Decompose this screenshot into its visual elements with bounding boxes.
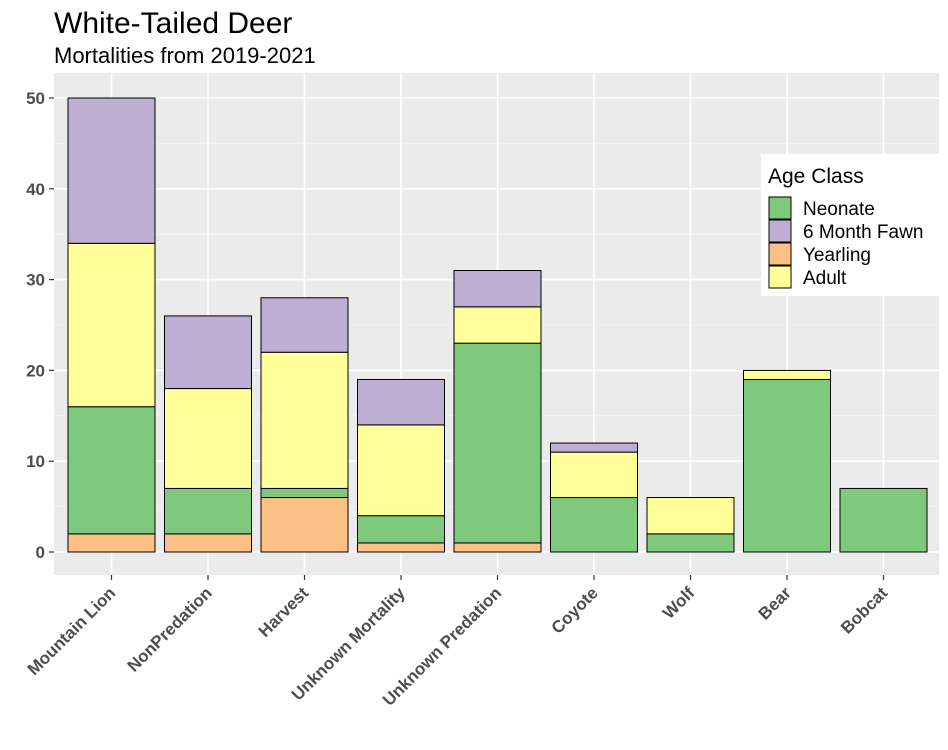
y-axis: 0 10 20 30 40 50 [26,89,54,562]
y-tick-label: 10 [26,452,45,471]
bar-segment [67,406,156,535]
bar-segment [646,533,735,553]
legend-key [768,196,792,220]
legend-label: 6 Month Fawn [803,222,923,243]
bars-layer [67,97,928,553]
bar-segment [453,270,542,308]
bar-segment [67,97,156,244]
legend-label: Adult [803,268,847,289]
legend-label: Yearling [803,245,871,266]
bar-segment [743,378,831,553]
y-tick-label: 30 [26,271,45,290]
bar-segment [67,242,156,408]
x-tick-label: NonPredation [124,583,216,675]
bar-segment [839,487,928,553]
bar-segment [357,542,445,553]
bar-segment [164,315,252,390]
bar-segment [550,442,638,453]
bar-segment [453,542,542,553]
bar-segment [453,306,542,344]
x-tick-label: Bobcat [837,583,891,637]
legend-key [768,242,792,266]
bar-segment [743,369,831,380]
bar-segment [67,533,156,553]
bar-segment [164,388,252,489]
bar-segment [550,497,638,553]
x-axis: Mountain Lion NonPredation HarvestUnknown … [24,575,892,710]
bar-segment [260,351,349,489]
legend-title: Age Class [768,165,864,188]
y-tick-label: 50 [26,89,45,108]
bar-segment [453,342,542,544]
x-tick-label: Bear [755,583,795,623]
bar-segment [164,487,252,535]
legend-key [768,265,792,289]
bar-segment [357,424,445,517]
bar-segment [260,297,349,353]
x-tick-label: Wolf [659,583,698,622]
bar-segment [260,487,349,499]
bar-segment [646,497,735,535]
bar-segment [357,378,445,426]
bar-segment [550,451,638,499]
chart-title: White-Tailed Deer [54,7,292,40]
x-tick-label: Harvest [255,583,313,641]
y-tick-label: 20 [26,361,45,380]
y-tick-label: 40 [26,180,45,199]
chart-subtitle: Mortalities from 2019-2021 [54,43,316,68]
legend-label: Neonate [803,199,875,220]
x-tick-label: Coyote [548,583,602,637]
bar-segment [164,533,252,553]
legend-key [768,219,792,243]
y-tick-label: 0 [36,543,45,562]
bar-segment [260,497,349,553]
x-tick-label: Mountain Lion [24,583,120,679]
bar-segment [357,515,445,544]
